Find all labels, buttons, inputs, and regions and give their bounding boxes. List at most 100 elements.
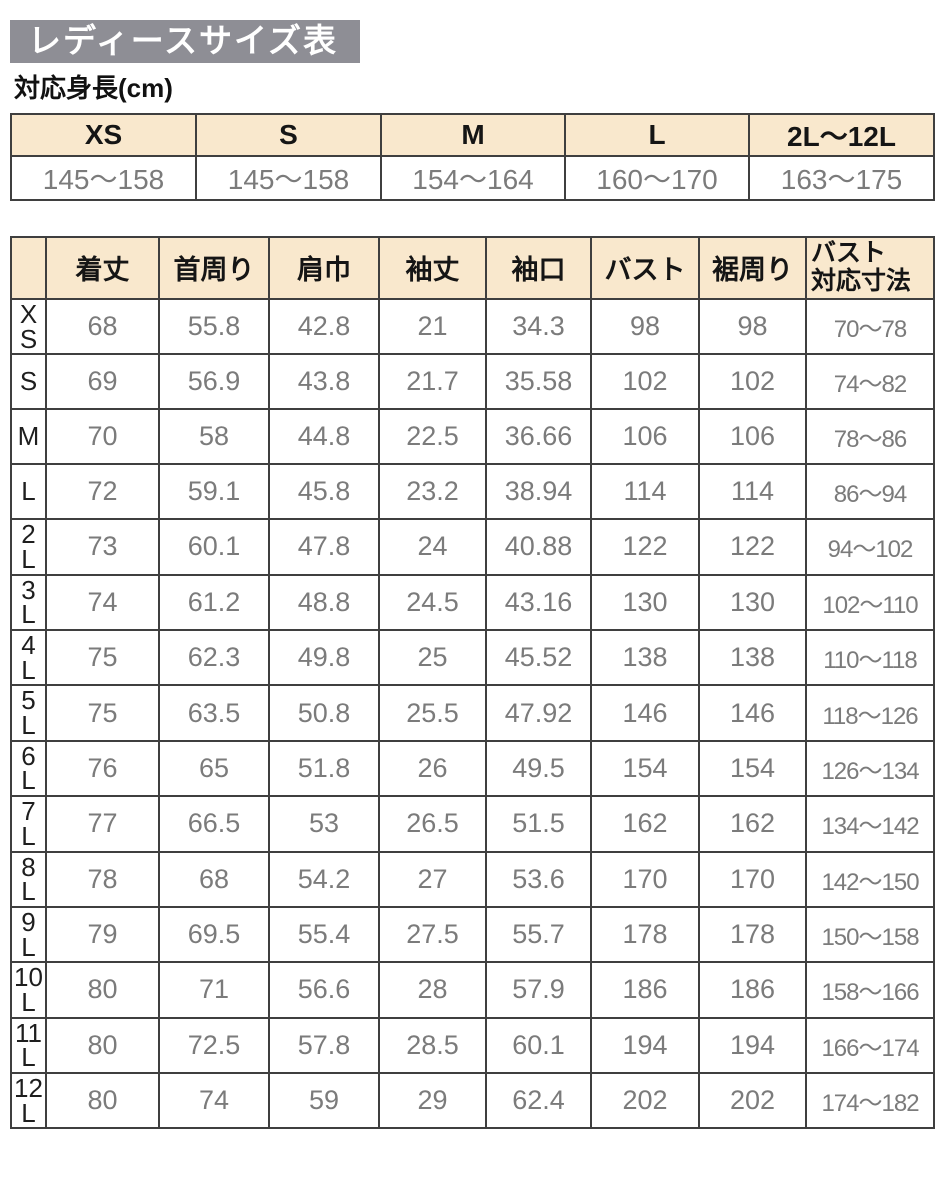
size-row-label: 5 L xyxy=(10,684,47,742)
bust-range-value: 126〜134 xyxy=(805,739,935,798)
measurement-value: 56.6 xyxy=(268,961,380,1019)
size-row: 11 L 80 72.5 57.8 28.5 60.1 194 194 166〜174 xyxy=(10,1016,935,1075)
size-col-header: 袖口 xyxy=(485,235,592,300)
measurement-value: 22.5 xyxy=(378,408,487,466)
measurement-value: 27.5 xyxy=(378,905,487,964)
height-col-header: XS xyxy=(10,112,197,157)
measurement-value: 170 xyxy=(698,850,807,908)
bust-range-value: 74〜82 xyxy=(805,353,935,411)
measurement-value: 138 xyxy=(698,629,807,687)
measurement-value: 38.94 xyxy=(485,463,592,521)
measurement-value: 146 xyxy=(590,684,700,742)
measurement-value: 194 xyxy=(590,1016,700,1075)
size-row: 2 L 73 60.1 47.8 24 40.88 122 122 94〜102 xyxy=(10,518,935,576)
size-row-label: L xyxy=(10,463,47,521)
bust-range-value: 166〜174 xyxy=(805,1016,935,1075)
size-row: 4 L 75 62.3 49.8 25 45.52 138 138 110〜118 xyxy=(10,629,935,687)
size-row-label: 9 L xyxy=(10,905,47,964)
measurement-value: 162 xyxy=(698,795,807,853)
measurement-value: 63.5 xyxy=(158,684,270,742)
size-table: 着丈 首周り 肩巾 袖丈 袖口 バスト 裾周り バスト 対応寸法 X S 68 55.8 42.8 2… xyxy=(10,235,935,1130)
measurement-value: 40.88 xyxy=(485,518,592,576)
size-row: S 69 56.9 43.8 21.7 35.58 102 102 74〜82 xyxy=(10,353,935,411)
measurement-value: 138 xyxy=(590,629,700,687)
measurement-value: 65 xyxy=(158,739,270,798)
measurement-value: 44.8 xyxy=(268,408,380,466)
bust-range-value: 110〜118 xyxy=(805,629,935,687)
measurement-value: 202 xyxy=(698,1072,807,1130)
measurement-value: 43.16 xyxy=(485,573,592,632)
bust-range-value: 158〜166 xyxy=(805,961,935,1019)
bust-range-value: 94〜102 xyxy=(805,518,935,576)
measurement-value: 50.8 xyxy=(268,684,380,742)
measurement-value: 28.5 xyxy=(378,1016,487,1075)
measurement-value: 21 xyxy=(378,297,487,356)
measurement-value: 78 xyxy=(45,850,160,908)
measurement-value: 74 xyxy=(158,1072,270,1130)
measurement-value: 60.1 xyxy=(485,1016,592,1075)
measurement-value: 55.8 xyxy=(158,297,270,356)
size-col-header: バスト 対応寸法 xyxy=(805,235,935,300)
measurement-value: 25 xyxy=(378,629,487,687)
size-row: 3 L 74 61.2 48.8 24.5 43.16 130 130 102〜110 xyxy=(10,573,935,632)
measurement-value: 194 xyxy=(698,1016,807,1075)
height-section-title: 対応身長(cm) xyxy=(14,73,173,103)
size-row-label: 8 L xyxy=(10,850,47,908)
size-row-label: 6 L xyxy=(10,739,47,798)
measurement-value: 102 xyxy=(590,353,700,411)
height-table-value-row: 145〜158 145〜158 154〜164 160〜170 163〜175 xyxy=(10,154,935,201)
size-row: X S 68 55.8 42.8 21 34.3 98 98 70〜78 xyxy=(10,297,935,356)
measurement-value: 42.8 xyxy=(268,297,380,356)
measurement-value: 178 xyxy=(698,905,807,964)
measurement-value: 76 xyxy=(45,739,160,798)
measurement-value: 21.7 xyxy=(378,353,487,411)
bust-range-value: 70〜78 xyxy=(805,297,935,356)
size-row: 8 L 78 68 54.2 27 53.6 170 170 142〜150 xyxy=(10,850,935,908)
measurement-value: 66.5 xyxy=(158,795,270,853)
size-row-label: 11 L xyxy=(10,1016,47,1075)
size-row-label: 3 L xyxy=(10,573,47,632)
measurement-value: 77 xyxy=(45,795,160,853)
measurement-value: 48.8 xyxy=(268,573,380,632)
measurement-value: 178 xyxy=(590,905,700,964)
measurement-value: 55.7 xyxy=(485,905,592,964)
measurement-value: 23.2 xyxy=(378,463,487,521)
bust-range-value: 142〜150 xyxy=(805,850,935,908)
size-row-label: 4 L xyxy=(10,629,47,687)
size-row-label: X S xyxy=(10,297,47,356)
measurement-value: 51.8 xyxy=(268,739,380,798)
measurement-value: 62.4 xyxy=(485,1072,592,1130)
measurement-value: 122 xyxy=(590,518,700,576)
measurement-value: 68 xyxy=(158,850,270,908)
size-row: 7 L 77 66.5 53 26.5 51.5 162 162 134〜142 xyxy=(10,795,935,853)
measurement-value: 36.66 xyxy=(485,408,592,466)
measurement-value: 114 xyxy=(698,463,807,521)
bust-range-value: 102〜110 xyxy=(805,573,935,632)
height-range-value: 145〜158 xyxy=(195,154,382,201)
measurement-value: 154 xyxy=(698,739,807,798)
measurement-value: 24.5 xyxy=(378,573,487,632)
size-table-header-row: 着丈 首周り 肩巾 袖丈 袖口 バスト 裾周り バスト 対応寸法 xyxy=(10,235,935,300)
measurement-value: 80 xyxy=(45,1072,160,1130)
measurement-value: 43.8 xyxy=(268,353,380,411)
measurement-value: 68 xyxy=(45,297,160,356)
measurement-value: 51.5 xyxy=(485,795,592,853)
size-row: 10 L 80 71 56.6 28 57.9 186 186 158〜166 xyxy=(10,961,935,1019)
measurement-value: 47.92 xyxy=(485,684,592,742)
measurement-value: 186 xyxy=(590,961,700,1019)
measurement-value: 60.1 xyxy=(158,518,270,576)
measurement-value: 61.2 xyxy=(158,573,270,632)
size-row: M 70 58 44.8 22.5 36.66 106 106 78〜86 xyxy=(10,408,935,466)
measurement-value: 71 xyxy=(158,961,270,1019)
page-title: レディースサイズ表 xyxy=(10,20,361,63)
measurement-value: 72.5 xyxy=(158,1016,270,1075)
height-table: XS S M L 2L〜12L 145〜158 145〜158 154〜164 160〜170… xyxy=(10,112,935,201)
measurement-value: 170 xyxy=(590,850,700,908)
measurement-value: 69.5 xyxy=(158,905,270,964)
size-col-header: バスト xyxy=(590,235,700,300)
measurement-value: 47.8 xyxy=(268,518,380,576)
bust-range-value: 174〜182 xyxy=(805,1072,935,1130)
measurement-value: 154 xyxy=(590,739,700,798)
measurement-value: 45.52 xyxy=(485,629,592,687)
measurement-value: 130 xyxy=(590,573,700,632)
